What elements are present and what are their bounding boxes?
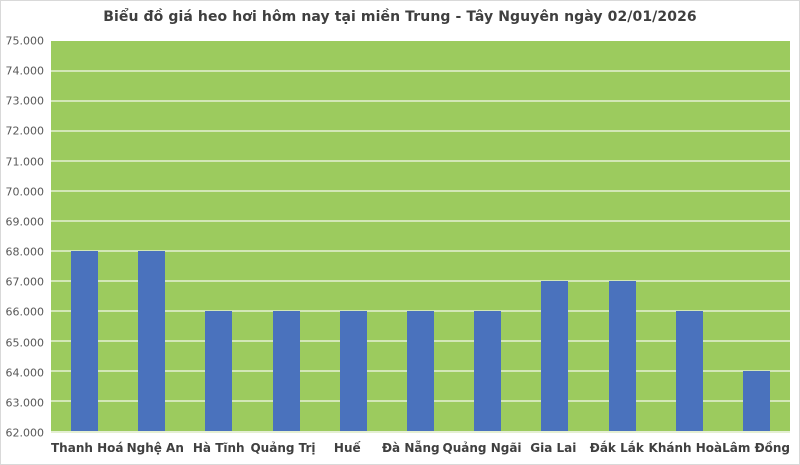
bar-slot: [253, 41, 320, 431]
x-category-label: Quảng Ngãi: [442, 441, 522, 455]
y-tick-label: 71.000: [5, 155, 45, 169]
bar-slot: [320, 41, 387, 431]
y-tick-label: 67.000: [5, 275, 45, 289]
y-tick-label: 73.000: [5, 94, 45, 108]
bar-Huế: [339, 311, 367, 431]
x-category-label: Huế: [333, 441, 361, 455]
bar-slot: [521, 41, 588, 431]
x-category-label: Nghệ An: [126, 441, 184, 455]
gridline: [51, 160, 790, 162]
bar-Lâm Đồng: [742, 371, 770, 431]
y-tick-label: 62.000: [5, 426, 45, 440]
x-category-label: Thanh Hoá: [51, 441, 124, 455]
bar-slot: [51, 41, 118, 431]
bar-slot: [387, 41, 454, 431]
x-category-label: Lâm Đồng: [722, 441, 790, 455]
y-tick-label: 68.000: [5, 245, 45, 259]
plot-area: [51, 41, 790, 433]
y-tick-label: 66.000: [5, 305, 45, 319]
gridline: [51, 190, 790, 192]
gridline: [51, 70, 790, 72]
x-category-label: Khánh Hoà: [648, 441, 723, 455]
gridline: [51, 250, 790, 252]
y-tick-label: 63.000: [5, 396, 45, 410]
bar-slot: [656, 41, 723, 431]
y-tick-label: 70.000: [5, 185, 45, 199]
y-tick-label: 75.000: [5, 34, 45, 48]
gridline: [51, 220, 790, 222]
bar-slot: [723, 41, 790, 431]
y-tick-label: 72.000: [5, 124, 45, 138]
bar-Thanh Hoá: [71, 251, 99, 431]
gridline: [51, 280, 790, 282]
bar-Quảng Ngãi: [474, 311, 502, 431]
y-tick-label: 65.000: [5, 336, 45, 350]
gridline: [51, 100, 790, 102]
bar-slot: [185, 41, 252, 431]
y-tick-label: 74.000: [5, 64, 45, 78]
x-category-label: Đắk Lắk: [589, 441, 644, 455]
y-axis: 75.000 74.000 73.000 72.000 71.000 70.000 69.0…: [1, 35, 47, 440]
chart-title: Biểu đồ giá heo hơi hôm nay tại miền Tru…: [103, 9, 697, 25]
bar-Đắk Lắk: [608, 281, 636, 431]
gridline: [51, 309, 790, 312]
x-category-label: Hà Tĩnh: [192, 441, 245, 455]
y-tick-label: 69.000: [5, 215, 45, 229]
gridline: [51, 130, 790, 132]
bar-series: [51, 41, 790, 431]
bar-Đà Nẵng: [407, 311, 435, 431]
bar-slot: [589, 41, 656, 431]
bar-Quảng Trị: [272, 311, 300, 431]
bar-Nghệ An: [138, 251, 166, 431]
x-category-label: Đà Nẵng: [381, 441, 440, 455]
bar-Hà Tĩnh: [205, 311, 233, 431]
bar-Gia Lai: [541, 281, 569, 431]
bar-Khánh Hoà: [675, 311, 703, 431]
y-tick-label: 64.000: [5, 366, 45, 380]
x-category-label: Quảng Trị: [250, 441, 316, 455]
bar-slot: [454, 41, 521, 431]
x-axis: Thanh Hoá Nghệ An Hà Tĩnh Quảng Trị Huế Đà Nẵ…: [51, 441, 790, 455]
x-category-label: Gia Lai: [530, 441, 577, 455]
bar-slot: [118, 41, 185, 431]
